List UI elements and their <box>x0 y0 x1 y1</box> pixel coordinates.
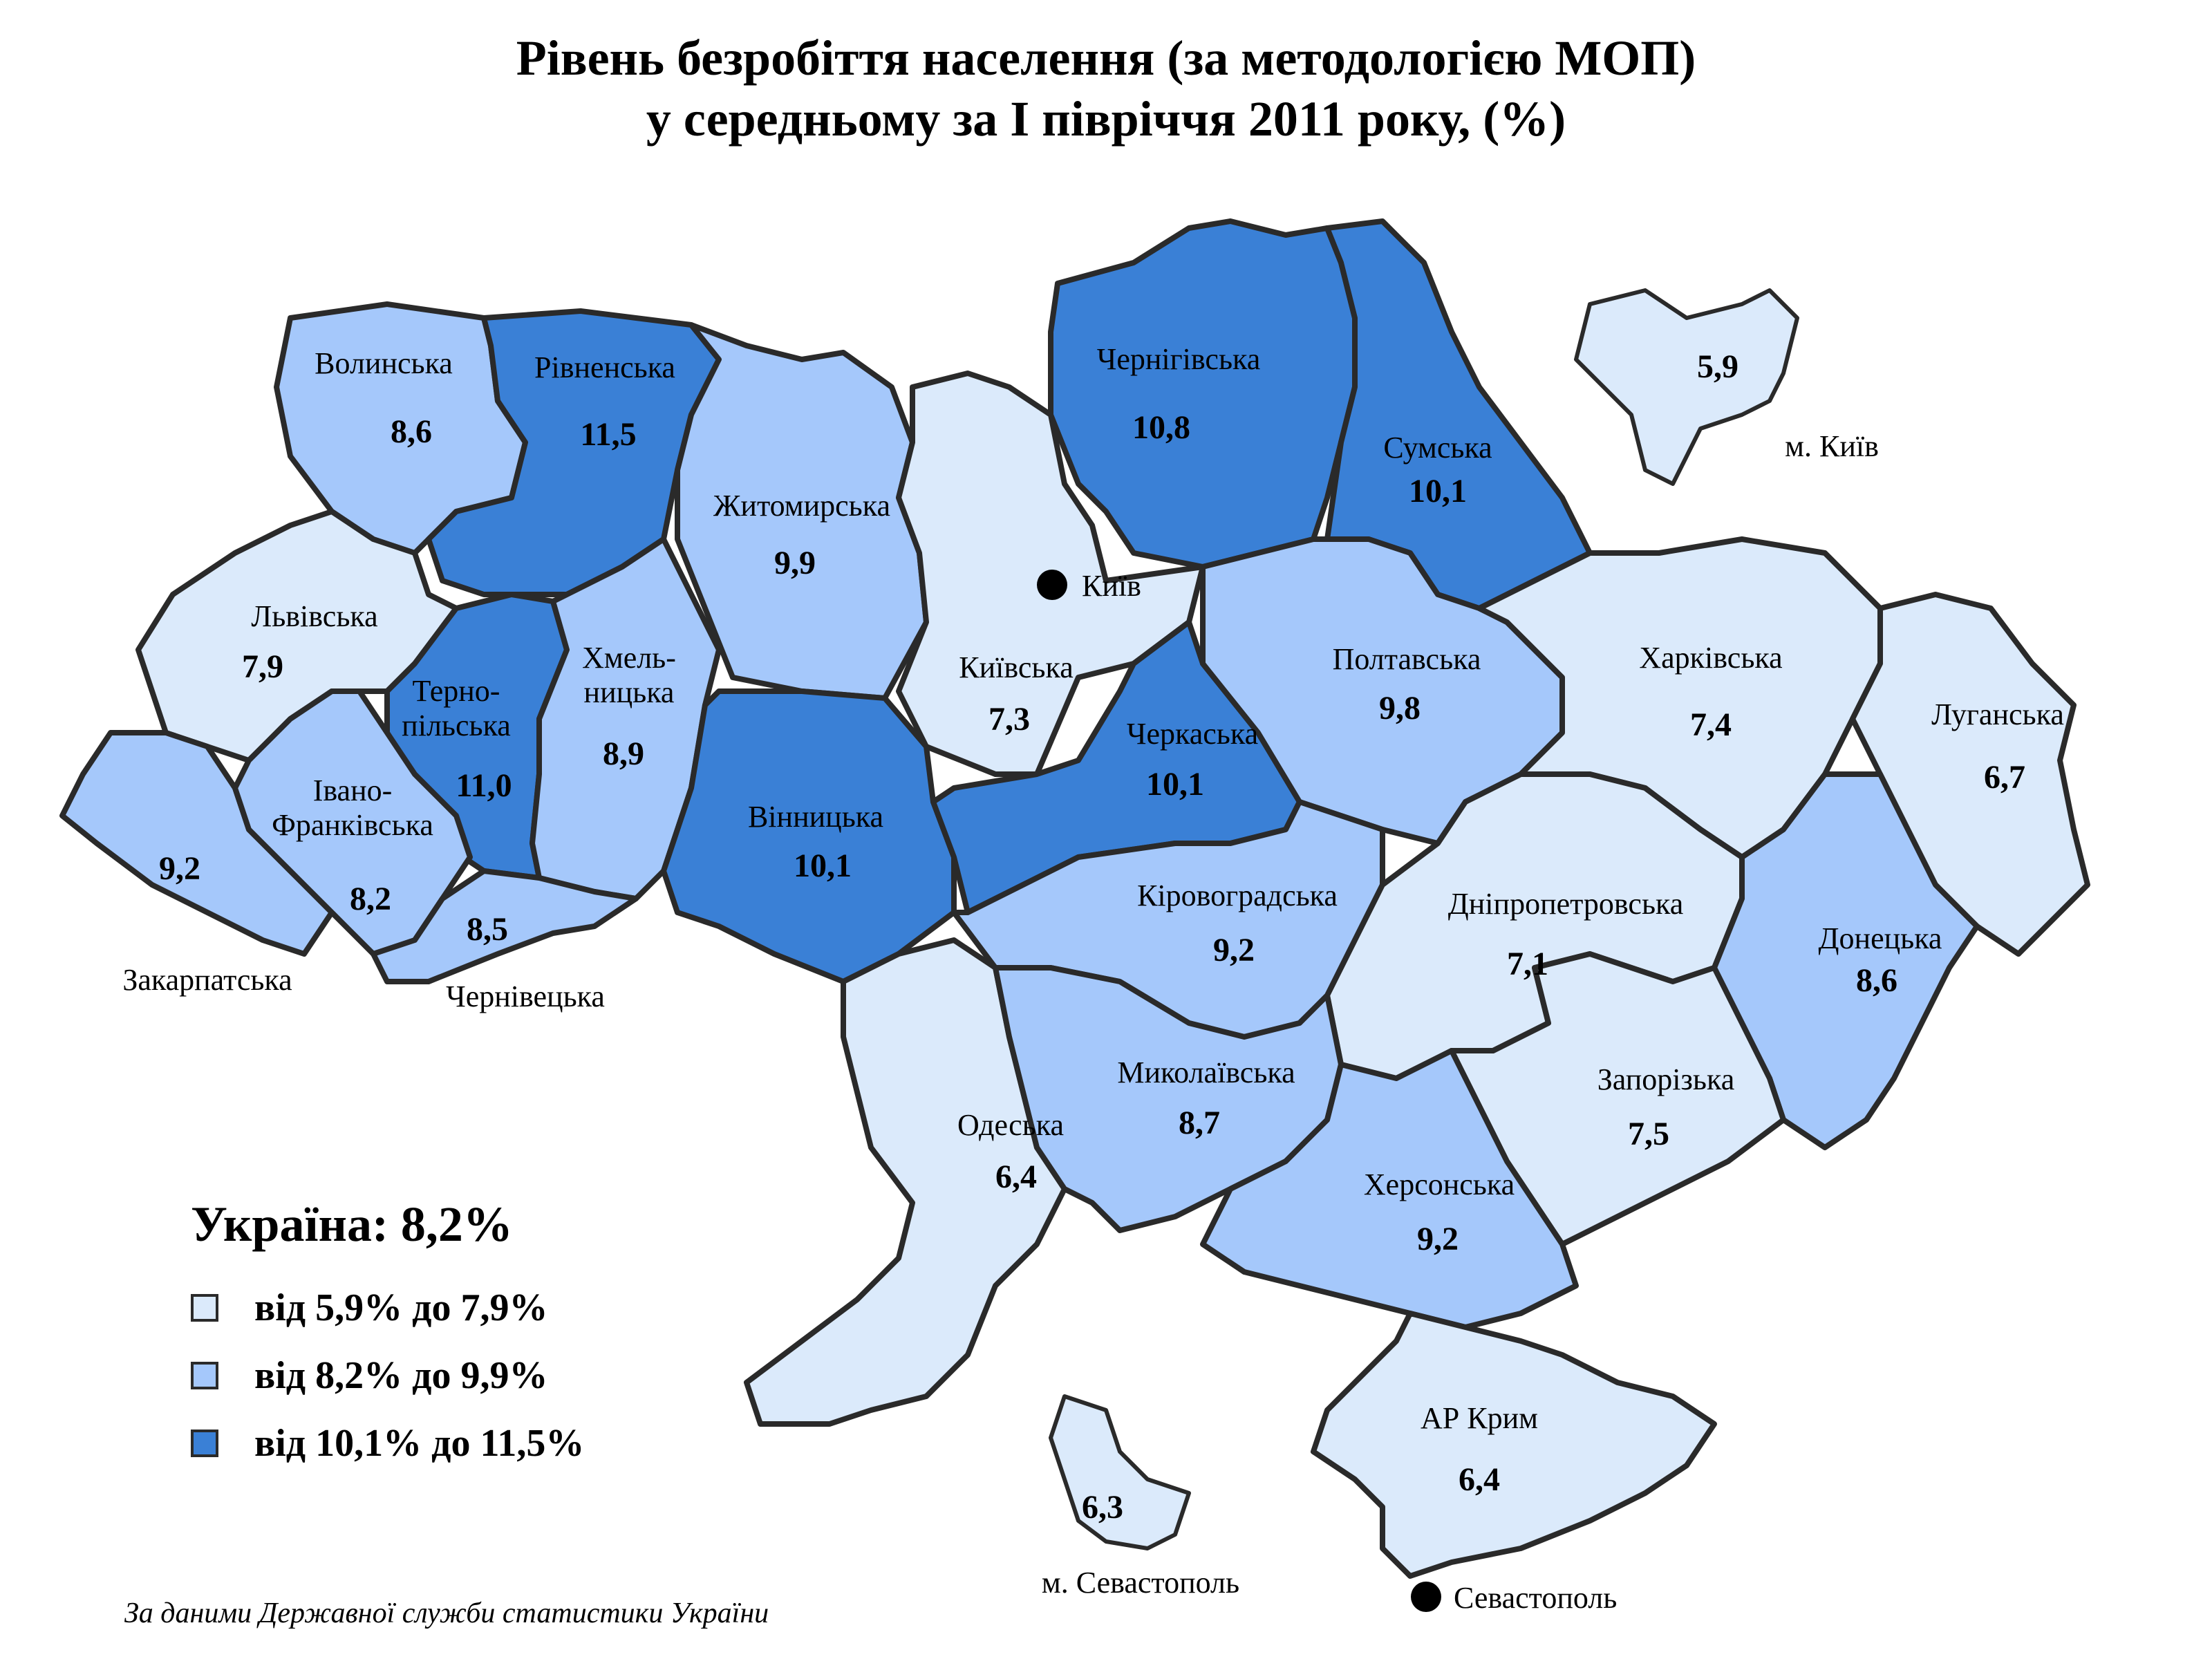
region-value-kherson: 9,2 <box>1417 1221 1459 1257</box>
region-label-zhytomyr: Житомирська <box>713 489 890 523</box>
legend-label-low: від 5,9% до 7,9% <box>254 1286 548 1329</box>
city-label-sevastopol: Севастополь <box>1454 1581 1617 1615</box>
region-chernivtsi <box>371 868 639 984</box>
region-label-rivne: Рівненська <box>534 350 675 384</box>
legend-swatch-high <box>191 1430 218 1457</box>
region-label-kharkiv: Харківська <box>1639 641 1782 675</box>
region-value-vinnytsia: 10,1 <box>794 847 852 884</box>
region-value-kirovohrad: 9,2 <box>1213 932 1255 968</box>
region-value-odesa: 6,4 <box>995 1159 1037 1195</box>
title-line-1: Рівень безробіття населення (за методоло… <box>516 30 1696 86</box>
legend-label-high: від 10,1% до 11,5% <box>254 1422 585 1465</box>
region-value-ivano: 8,2 <box>350 881 391 917</box>
region-zakarpattia <box>59 730 335 957</box>
region-label-sevastopol_city: м. Севастополь <box>1042 1566 1239 1600</box>
region-label-chernivtsi: Чернівецька <box>446 980 605 1013</box>
region-value-lviv: 7,9 <box>242 648 283 685</box>
region-value-kyivska: 7,3 <box>988 701 1030 738</box>
region-value-chernihiv: 10,8 <box>1132 409 1190 446</box>
region-value-zakarpattia: 9,2 <box>159 850 200 887</box>
legend-swatch-mid <box>191 1362 218 1389</box>
region-ivano <box>232 688 473 957</box>
region-label-kyivska: Київська <box>959 650 1073 684</box>
region-value-zhytomyr: 9,9 <box>774 545 816 581</box>
region-label-odesa: Одеська <box>957 1108 1064 1142</box>
region-label-vinnytsia: Вінницька <box>748 800 883 834</box>
region-kyiv_city <box>1574 288 1799 486</box>
region-label-zaporizhzhia: Запорізька <box>1597 1062 1734 1096</box>
region-value-donetsk: 8,6 <box>1856 962 1897 999</box>
region-donetsk <box>1712 771 1980 1150</box>
region-value-zaporizhzhia: 7,5 <box>1628 1116 1669 1152</box>
region-label-zakarpattia: Закарпатська <box>122 963 292 997</box>
region-value-sumy: 10,1 <box>1409 473 1467 509</box>
region-value-kyiv_city: 5,9 <box>1697 348 1738 385</box>
legend-item-mid: від 8,2% до 9,9% <box>191 1353 547 1398</box>
region-value-crimea: 6,4 <box>1459 1461 1500 1498</box>
region-zaporizhzhia <box>1449 951 1786 1247</box>
region-zhytomyr <box>675 322 929 701</box>
region-value-sevastopol_city: 6,3 <box>1082 1489 1123 1526</box>
region-value-khmelnytskyi: 8,9 <box>603 735 644 772</box>
region-vinnytsia <box>661 688 957 984</box>
region-label-chernihiv: Чернігівська <box>1097 342 1261 376</box>
city-marker-kyiv <box>1037 570 1067 600</box>
region-chernihiv <box>1048 218 1358 570</box>
legend-item-low: від 5,9% до 7,9% <box>191 1286 547 1330</box>
legend-item-high: від 10,1% до 11,5% <box>191 1421 584 1465</box>
region-label-crimea: АР Крим <box>1421 1401 1538 1435</box>
title-line-2: у середньому за І півріччя 2011 року, (%… <box>646 91 1566 147</box>
region-value-chernivtsi: 8,5 <box>467 911 508 948</box>
region-crimea <box>1311 1311 1717 1579</box>
region-value-kharkiv: 7,4 <box>1690 706 1732 743</box>
region-label-kirovohrad: Кіровоградська <box>1137 879 1338 912</box>
region-label-poltava: Полтавська <box>1333 642 1481 676</box>
region-value-volyn: 8,6 <box>391 413 432 450</box>
region-label-kherson: Херсонська <box>1364 1168 1515 1201</box>
region-sevastopol_city <box>1049 1394 1191 1550</box>
region-value-poltava: 9,8 <box>1379 690 1421 727</box>
legend-swatch-low <box>191 1294 218 1322</box>
region-label-sumy: Сумська <box>1383 431 1492 465</box>
region-label-donetsk: Донецька <box>1819 921 1942 955</box>
city-label-kyiv: Київ <box>1082 569 1141 603</box>
legend-label-mid: від 8,2% до 9,9% <box>254 1354 548 1397</box>
region-label-mykolaiv: Миколаївська <box>1117 1056 1295 1089</box>
region-kherson <box>1200 1048 1579 1330</box>
region-value-mykolaiv: 8,7 <box>1179 1105 1220 1141</box>
region-value-cherkasy: 10,1 <box>1146 766 1204 803</box>
region-value-rivne: 11,5 <box>580 416 636 453</box>
region-label-kyiv_city: м. Київ <box>1785 429 1879 463</box>
region-value-ternopil: 11,0 <box>456 767 512 804</box>
region-luhansk <box>1850 592 2090 957</box>
region-label-ternopil: Терно-пільська <box>402 674 511 742</box>
region-label-cherkasy: Черкаська <box>1127 717 1258 751</box>
source-note: За даними Державної служби статистики Ук… <box>124 1597 769 1629</box>
ukraine-total: Україна: 8,2% <box>191 1197 513 1252</box>
region-label-volyn: Волинська <box>315 346 453 380</box>
region-label-khmelnytskyi: Хмель-ницька <box>582 641 676 709</box>
region-label-luhansk: Луганська <box>1931 697 2064 731</box>
map-title: Рівень безробіття населення (за методоло… <box>0 28 2212 149</box>
region-value-luhansk: 6,7 <box>1984 759 2025 796</box>
city-marker-sevastopol <box>1411 1582 1441 1612</box>
region-value-dnipro: 7,1 <box>1507 946 1548 982</box>
region-label-ivano: Івано-Франківська <box>272 774 433 842</box>
region-label-dnipro: Дніпропетровська <box>1448 887 1684 921</box>
region-label-lviv: Львівська <box>251 599 377 633</box>
